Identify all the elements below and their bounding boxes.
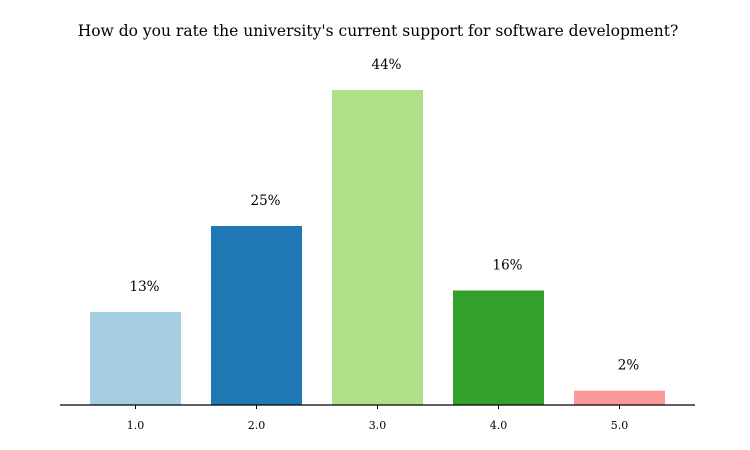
x-tick-label-1.0: 1.0 <box>127 419 145 432</box>
bars-group <box>90 90 665 405</box>
data-label-4.0: 16% <box>492 258 522 274</box>
data-label-1.0: 13% <box>129 279 159 295</box>
bar-4.0 <box>453 290 544 405</box>
bar-3.0 <box>332 90 423 405</box>
bar-2.0 <box>211 226 302 405</box>
data-label-3.0: 44% <box>371 57 401 73</box>
x-tick-label-4.0: 4.0 <box>490 419 508 432</box>
bar-5.0 <box>574 390 665 405</box>
x-tick-label-3.0: 3.0 <box>369 419 387 432</box>
x-tick-label-5.0: 5.0 <box>611 419 629 432</box>
x-ticks-group: 1.0 2.0 3.0 4.0 5.0 <box>127 405 629 432</box>
data-label-2.0: 25% <box>250 193 280 209</box>
data-labels-group: 13% 25% 44% 16% 2% <box>129 57 639 374</box>
data-label-5.0: 2% <box>618 358 640 374</box>
bar-1.0 <box>90 311 181 405</box>
chart-title: How do you rate the university's current… <box>78 22 679 40</box>
x-tick-label-2.0: 2.0 <box>248 419 266 432</box>
